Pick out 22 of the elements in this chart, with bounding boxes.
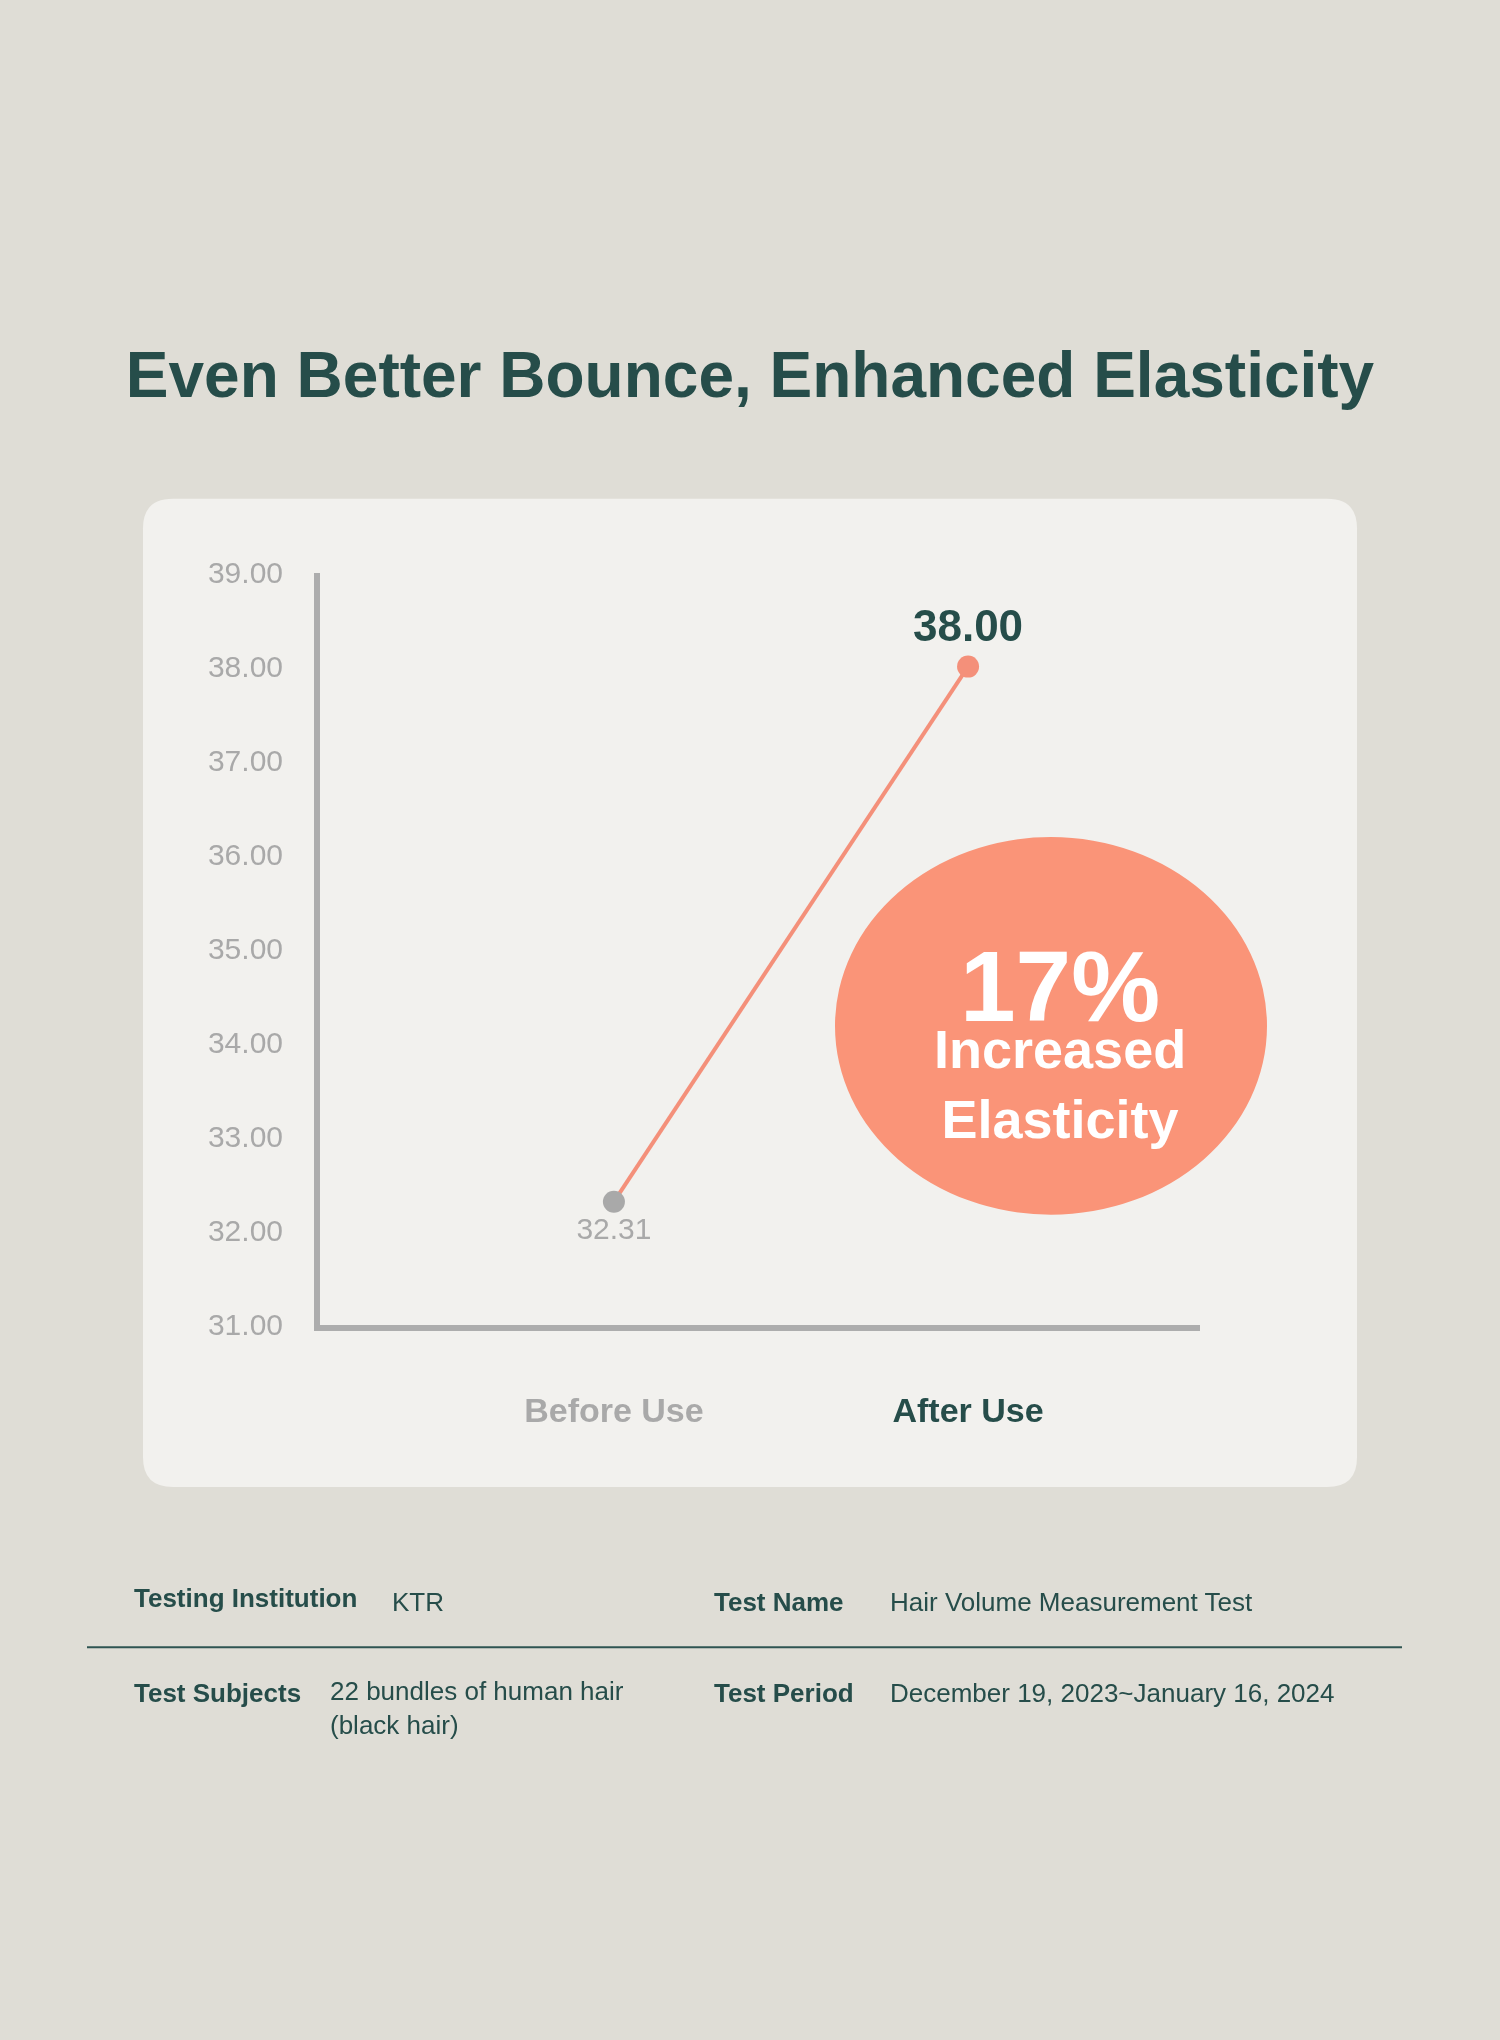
y-tick-label: 38.00: [207, 650, 283, 684]
text: KTR: [392, 1587, 444, 1617]
y-tick-label: 35.00: [207, 932, 283, 966]
y-tick-label: 31.00: [207, 1308, 283, 1342]
y-tick-label: 36.00: [207, 838, 283, 872]
x-tick-label: Before Use: [524, 1390, 704, 1429]
text: Hair Volume Measurement Test: [890, 1587, 1254, 1617]
y-tick-label: 34.00: [207, 1026, 283, 1060]
text: Testing Institution: [134, 1583, 358, 1613]
chart-title: Even Better Bounce, Enhanced Elasticity: [125, 339, 1375, 412]
y-tick-label: 33.00: [207, 1120, 283, 1154]
text: December 19, 2023~January 16, 2024: [890, 1678, 1335, 1708]
y-tick-label: 37.00: [207, 744, 283, 778]
data-label: 38.00: [913, 600, 1024, 650]
y-tick-label: 32.00: [207, 1214, 283, 1248]
data-label: 32.31: [576, 1211, 652, 1245]
text: Test Name: [714, 1587, 844, 1617]
text: Test Subjects: [134, 1678, 302, 1708]
text: 22 bundles of human hair (black hair): [330, 1676, 624, 1740]
y-tick-label: 39.00: [207, 556, 283, 590]
text: Test Period: [714, 1678, 854, 1708]
x-tick-label: After Use: [892, 1390, 1044, 1429]
